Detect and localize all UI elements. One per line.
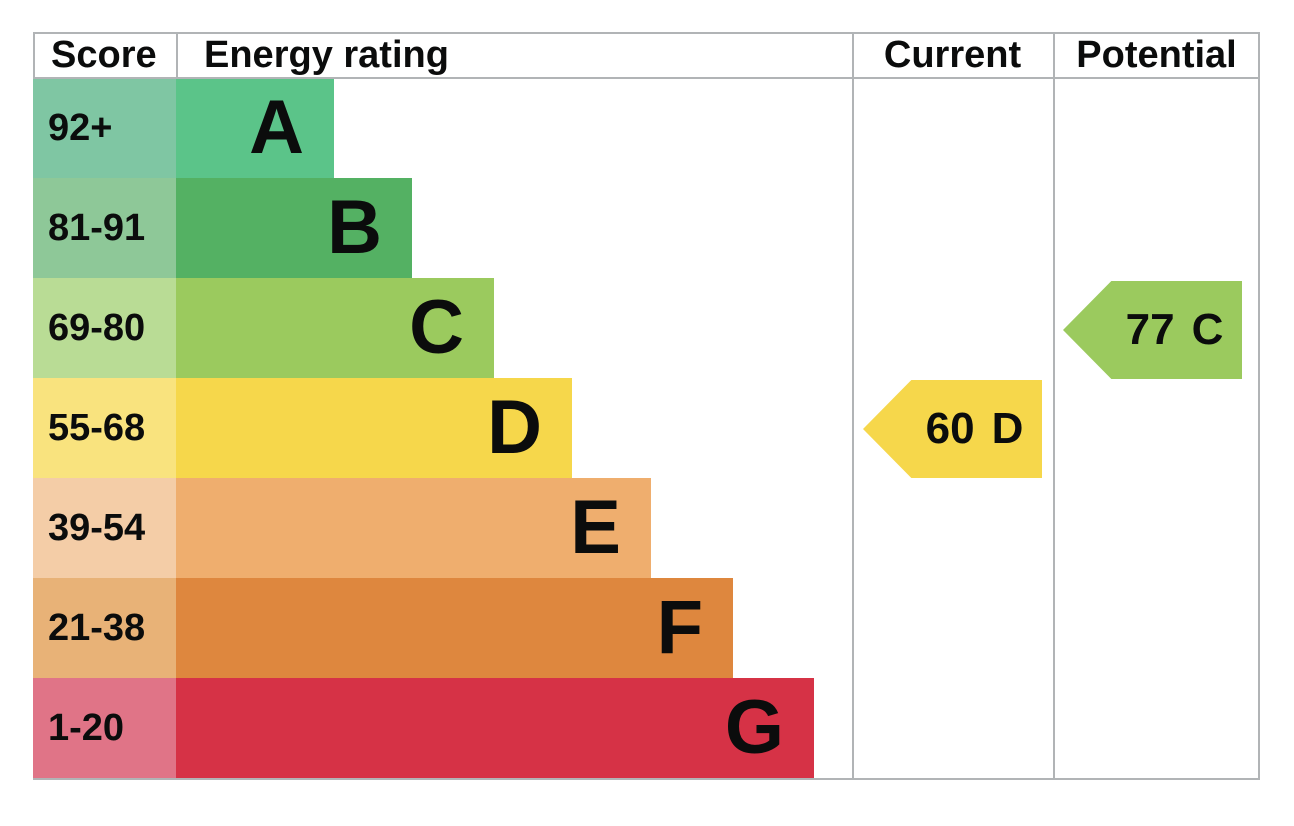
rating-bar: F xyxy=(176,578,733,678)
rating-bar: E xyxy=(176,478,651,578)
table-top-border xyxy=(33,32,1260,34)
current-rating-arrow: 60 D xyxy=(863,380,1042,478)
score-cell: 69-80 xyxy=(33,278,176,378)
rating-bar: A xyxy=(176,78,334,178)
rating-letter: F xyxy=(656,585,703,670)
score-cell: 92+ xyxy=(33,78,176,178)
score-cell: 1-20 xyxy=(33,678,176,778)
rating-letter: G xyxy=(724,685,784,770)
band-row-d: 55-68 D xyxy=(33,378,572,478)
score-range-label: 39-54 xyxy=(48,506,146,549)
current-band-letter: D xyxy=(991,404,1024,453)
score-range-label: 92+ xyxy=(48,106,113,149)
score-cell: 55-68 xyxy=(33,378,176,478)
score-range-label: 21-38 xyxy=(48,606,146,649)
score-range-label: 55-68 xyxy=(48,406,146,449)
band-row-e: 39-54 E xyxy=(33,478,651,578)
header-energy-rating: Energy rating xyxy=(204,33,449,76)
rating-bar: D xyxy=(176,378,572,478)
rating-letter: C xyxy=(409,285,464,370)
score-range-label: 1-20 xyxy=(48,706,125,749)
potential-column-border xyxy=(1053,32,1055,780)
header-bottom-border xyxy=(33,77,1260,79)
rating-bar: B xyxy=(176,178,412,278)
header-potential: Potential xyxy=(1076,33,1237,76)
potential-band-letter: C xyxy=(1191,305,1224,354)
current-column-border xyxy=(852,32,854,780)
rating-bar: G xyxy=(176,678,814,778)
band-row-g: 1-20 G xyxy=(33,678,814,778)
rating-letter: E xyxy=(570,485,621,570)
header-score: Score xyxy=(51,33,157,76)
score-range-label: 69-80 xyxy=(48,306,146,349)
band-row-a: 92+ A xyxy=(33,78,334,178)
score-cell: 39-54 xyxy=(33,478,176,578)
current-score: 60 xyxy=(925,404,975,453)
potential-rating-arrow: 77 C xyxy=(1063,281,1242,379)
table-right-border xyxy=(1258,32,1260,780)
rating-letter: D xyxy=(487,385,542,470)
band-row-f: 21-38 F xyxy=(33,578,733,678)
header-current: Current xyxy=(883,33,1022,76)
rating-bar: C xyxy=(176,278,494,378)
potential-score: 77 xyxy=(1125,305,1175,354)
rating-letter: B xyxy=(327,185,382,270)
score-range-label: 81-91 xyxy=(48,206,146,249)
rating-letter: A xyxy=(249,85,304,170)
band-row-c: 69-80 C xyxy=(33,278,494,378)
score-cell: 81-91 xyxy=(33,178,176,278)
table-bottom-border xyxy=(33,778,1260,780)
band-row-b: 81-91 B xyxy=(33,178,412,278)
score-header-divider xyxy=(176,32,178,78)
score-cell: 21-38 xyxy=(33,578,176,678)
